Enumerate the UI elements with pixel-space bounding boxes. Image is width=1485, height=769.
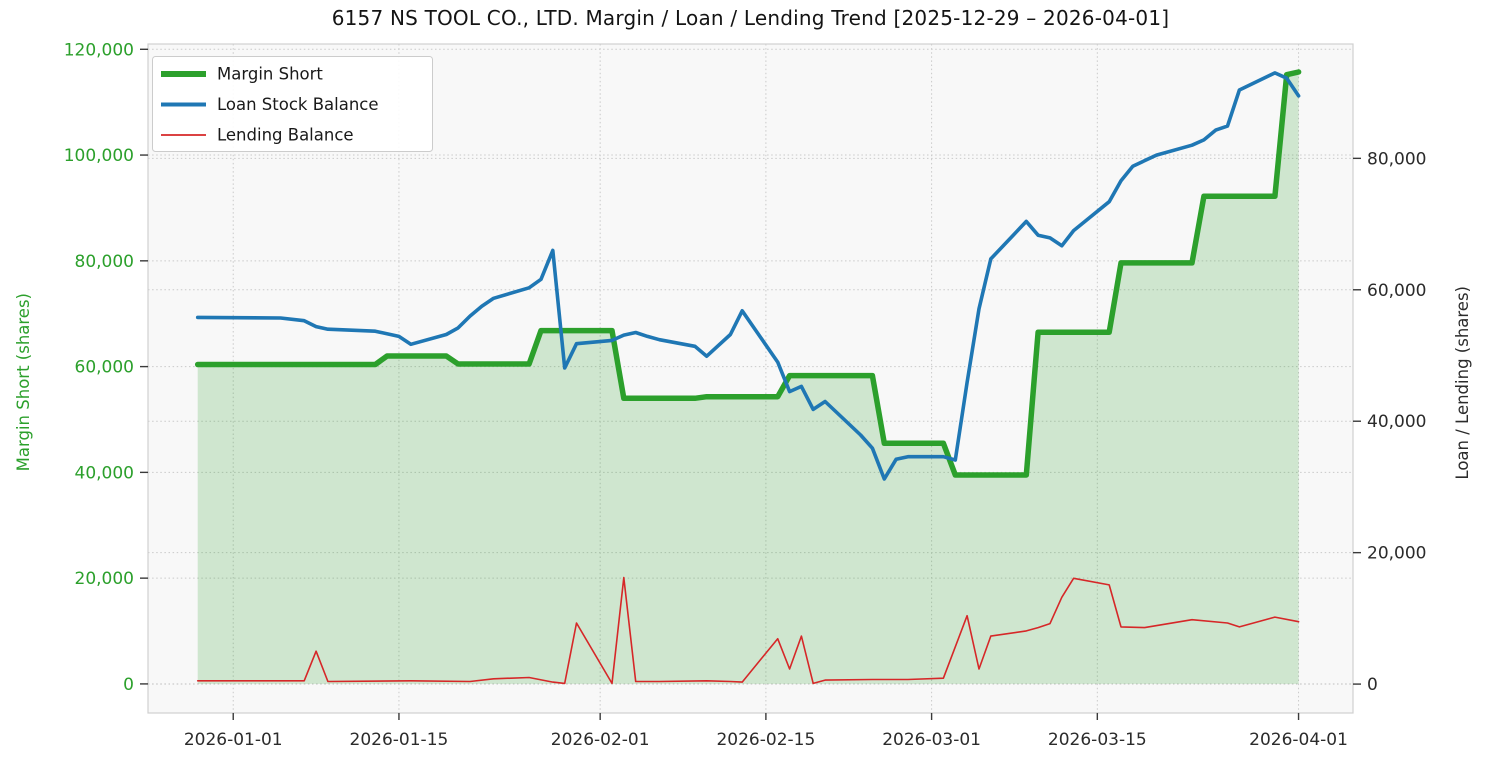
gridlines: [148, 44, 1353, 713]
legend-label-loan-stock-balance: Loan Stock Balance: [217, 95, 379, 114]
x-tick-label: 2026-01-01: [184, 730, 283, 750]
left-tick-label: 40,000: [75, 463, 134, 483]
line-loan-stock-balance: [195, 71, 1301, 481]
legend-label-margin-short: Margin Short: [217, 65, 323, 84]
x-tick-label: 2026-03-15: [1048, 730, 1147, 750]
left-tick-label: 100,000: [64, 146, 134, 166]
left-tick-label: 120,000: [64, 40, 134, 60]
legend: Margin Short Loan Stock Balance Lending Ba…: [152, 56, 433, 152]
right-tick-label: 40,000: [1367, 412, 1426, 432]
legend-box: [152, 56, 433, 152]
left-tick-label: 0: [123, 675, 134, 695]
right-tick-label: 80,000: [1367, 149, 1426, 169]
left-tick-label: 60,000: [75, 358, 134, 378]
left-tick-label: 80,000: [75, 252, 134, 272]
line-margin-short: [194, 69, 1302, 478]
x-tick-label: 2026-04-01: [1249, 730, 1348, 750]
x-tick-label: 2026-02-01: [551, 730, 650, 750]
right-tick-label: 20,000: [1367, 544, 1426, 564]
plot-border: [147, 43, 1354, 714]
right-tick-label: 60,000: [1367, 281, 1426, 301]
line-lending-balance: [196, 576, 1300, 685]
legend-label-lending-balance: Lending Balance: [217, 126, 354, 145]
chart-title: 6157 NS TOOL CO., LTD. Margin / Loan / L…: [331, 6, 1170, 30]
x-tick-label: 2026-01-15: [350, 730, 449, 750]
x-tick-label: 2026-03-01: [882, 730, 981, 750]
x-tick-label: 2026-02-15: [716, 730, 815, 750]
right-tick-label: 0: [1367, 675, 1378, 695]
area-fill-margin-short: [197, 72, 1299, 684]
left-tick-label: 20,000: [75, 569, 134, 589]
